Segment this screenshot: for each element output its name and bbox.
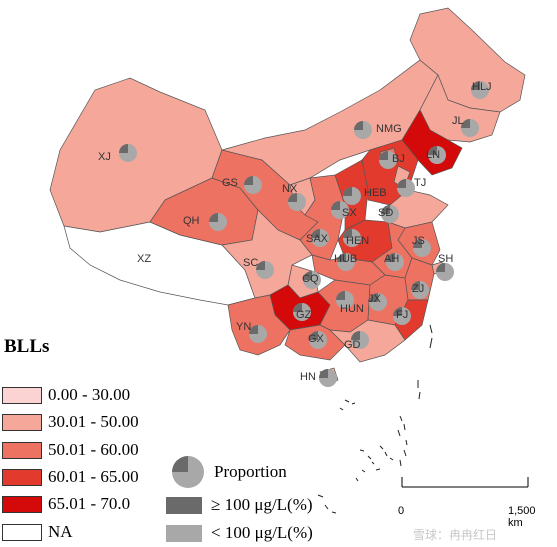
pie-hub (337, 253, 355, 271)
scale-start: 0 (398, 505, 405, 517)
region-yn (227, 294, 291, 356)
proportion-markers (119, 81, 489, 387)
pie-xj (119, 144, 137, 162)
pie-sh (436, 263, 454, 281)
pie-gx (309, 331, 327, 349)
label-sd: SD (378, 207, 393, 219)
legend-class-0: 0.00 - 30.00 (2, 385, 130, 405)
pie-bj (379, 151, 397, 169)
legend-swatch (2, 441, 42, 459)
pie-jl (461, 119, 479, 137)
pie-gs (244, 176, 262, 194)
label-cq: CQ (302, 273, 319, 285)
label-xj: XJ (98, 151, 111, 163)
legend-swatch (2, 413, 42, 431)
label-hn: HN (300, 371, 316, 383)
label-hub: HUB (334, 253, 357, 265)
label-tj: TJ (414, 177, 426, 189)
legend-swatch (2, 386, 42, 404)
label-sax: SAX (306, 233, 329, 245)
pie-hn (319, 369, 337, 387)
pie-sx (331, 201, 349, 219)
label-sh: SH (438, 253, 453, 265)
label-gz: GZ (296, 309, 312, 321)
label-fj: FJ (396, 309, 408, 321)
label-js: JS (412, 235, 425, 247)
pie-sd (381, 205, 399, 223)
label-heb: HEB (364, 187, 387, 199)
pie-qh (209, 213, 227, 231)
pie-fj (393, 307, 411, 325)
low-swatch (166, 524, 202, 542)
legend-class-3: 60.01 - 65.00 (2, 467, 139, 487)
label-nx: NX (282, 183, 298, 195)
label-gx: GX (308, 333, 325, 345)
label-gs: GS (222, 177, 238, 189)
label-jl: JL (452, 115, 464, 127)
pie-hlj (471, 81, 489, 99)
proportion-legend-low: < 100 μg/L(%) (166, 523, 313, 543)
label-gd: GD (344, 339, 361, 351)
proportion-legend-high: ≥ 100 μg/L(%) (166, 495, 313, 515)
pie-ah (386, 253, 404, 271)
legend-swatch (2, 468, 42, 486)
legend-class-4: 65.01 - 70.0 (2, 494, 130, 514)
legend-title: BLLs (4, 336, 50, 357)
pie-jx (369, 293, 387, 311)
legend-class-2: 50.01 - 60.00 (2, 440, 139, 460)
pie-heb (343, 187, 361, 205)
proportion-legend-pie (172, 456, 204, 488)
south-sea-islands (317, 324, 433, 514)
watermark: 雪球：冉冉红日 (413, 528, 498, 542)
label-zj: ZJ (412, 283, 424, 295)
high-label: ≥ 100 μg/L(%) (211, 495, 313, 514)
pie-ln (428, 146, 446, 164)
scale-bar: 0 1,500 km (398, 475, 548, 529)
pie-nx (288, 193, 306, 211)
legend-class-5: NA (2, 522, 73, 542)
label-jx: JX (368, 293, 382, 305)
pie-sax (311, 229, 329, 247)
scale-end: 1,500 km (508, 505, 536, 529)
pie-hun (336, 291, 354, 309)
label-xz: XZ (137, 253, 151, 265)
legend-label: 60.01 - 65.00 (48, 467, 139, 486)
pie-yn (249, 325, 267, 343)
pie-sc (256, 261, 274, 279)
pie-cq (303, 271, 321, 289)
label-qh: QH (183, 215, 200, 227)
region-sc (221, 209, 313, 299)
label-hen: HEN (346, 235, 369, 247)
legend-label: 0.00 - 30.00 (48, 385, 131, 404)
legend-swatch (2, 495, 42, 513)
pie-nmg (354, 121, 372, 139)
pie-hen (343, 229, 361, 247)
legend-label: 30.01 - 50.00 (48, 412, 139, 431)
pie-js (413, 239, 431, 257)
province-labels: XJ XZ QH GS NX NMG HLJ JL LN HEB BJ TJ SX SD SAX HEN JS S… (98, 81, 492, 383)
legend-swatch (2, 523, 42, 541)
label-yn: YN (236, 321, 251, 333)
label-nmg: NMG (376, 123, 402, 135)
legend-label: 65.01 - 70.0 (48, 494, 131, 513)
legend-class-1: 30.01 - 50.00 (2, 412, 139, 432)
pie-zj (411, 281, 429, 299)
label-hlj: HLJ (472, 81, 492, 93)
label-ah: AH (384, 253, 399, 265)
label-bj: BJ (392, 153, 405, 165)
pie-gz (293, 303, 311, 321)
legend-label: NA (48, 522, 73, 541)
label-sc: SC (243, 257, 258, 269)
legend-label: 50.01 - 60.00 (48, 440, 139, 459)
label-sx: SX (342, 207, 357, 219)
pie-gd (351, 331, 369, 349)
high-swatch (166, 496, 202, 514)
pie-tj (397, 179, 415, 197)
label-ln: LN (426, 149, 440, 161)
low-label: < 100 μg/L(%) (211, 523, 313, 542)
label-hun: HUN (340, 303, 364, 315)
proportion-legend-title: Proportion (214, 462, 287, 481)
